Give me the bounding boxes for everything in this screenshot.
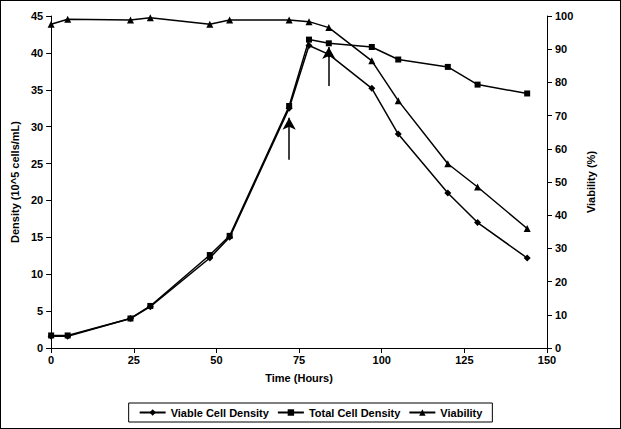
svg-text:70: 70 (555, 110, 567, 122)
svg-text:100: 100 (373, 354, 391, 366)
svg-text:80: 80 (555, 76, 567, 88)
svg-text:0: 0 (48, 354, 54, 366)
svg-text:Density (10^5 cells/mL): Density (10^5 cells/mL) (9, 121, 21, 243)
svg-text:40: 40 (31, 47, 43, 59)
svg-text:Time (Hours): Time (Hours) (265, 372, 333, 384)
svg-text:0: 0 (555, 342, 561, 354)
svg-text:60: 60 (555, 143, 567, 155)
svg-text:50: 50 (555, 176, 567, 188)
svg-text:100: 100 (555, 10, 573, 22)
svg-text:20: 20 (555, 276, 567, 288)
svg-text:Viability: Viability (440, 407, 483, 419)
svg-text:0: 0 (37, 342, 43, 354)
svg-text:125: 125 (455, 354, 473, 366)
svg-text:10: 10 (555, 309, 567, 321)
svg-text:45: 45 (31, 10, 43, 22)
svg-text:5: 5 (37, 305, 43, 317)
svg-text:20: 20 (31, 194, 43, 206)
svg-text:Total Cell Density: Total Cell Density (309, 407, 401, 419)
svg-text:25: 25 (31, 158, 43, 170)
svg-text:90: 90 (555, 43, 567, 55)
svg-text:40: 40 (555, 209, 567, 221)
svg-text:30: 30 (555, 242, 567, 254)
svg-text:150: 150 (538, 354, 556, 366)
svg-text:15: 15 (31, 231, 43, 243)
svg-text:25: 25 (128, 354, 140, 366)
svg-text:Viability (%): Viability (%) (585, 151, 597, 213)
svg-text:35: 35 (31, 84, 43, 96)
svg-text:50: 50 (210, 354, 222, 366)
svg-text:75: 75 (293, 354, 305, 366)
svg-text:30: 30 (31, 121, 43, 133)
svg-text:Viable Cell Density: Viable Cell Density (171, 407, 270, 419)
svg-text:10: 10 (31, 268, 43, 280)
